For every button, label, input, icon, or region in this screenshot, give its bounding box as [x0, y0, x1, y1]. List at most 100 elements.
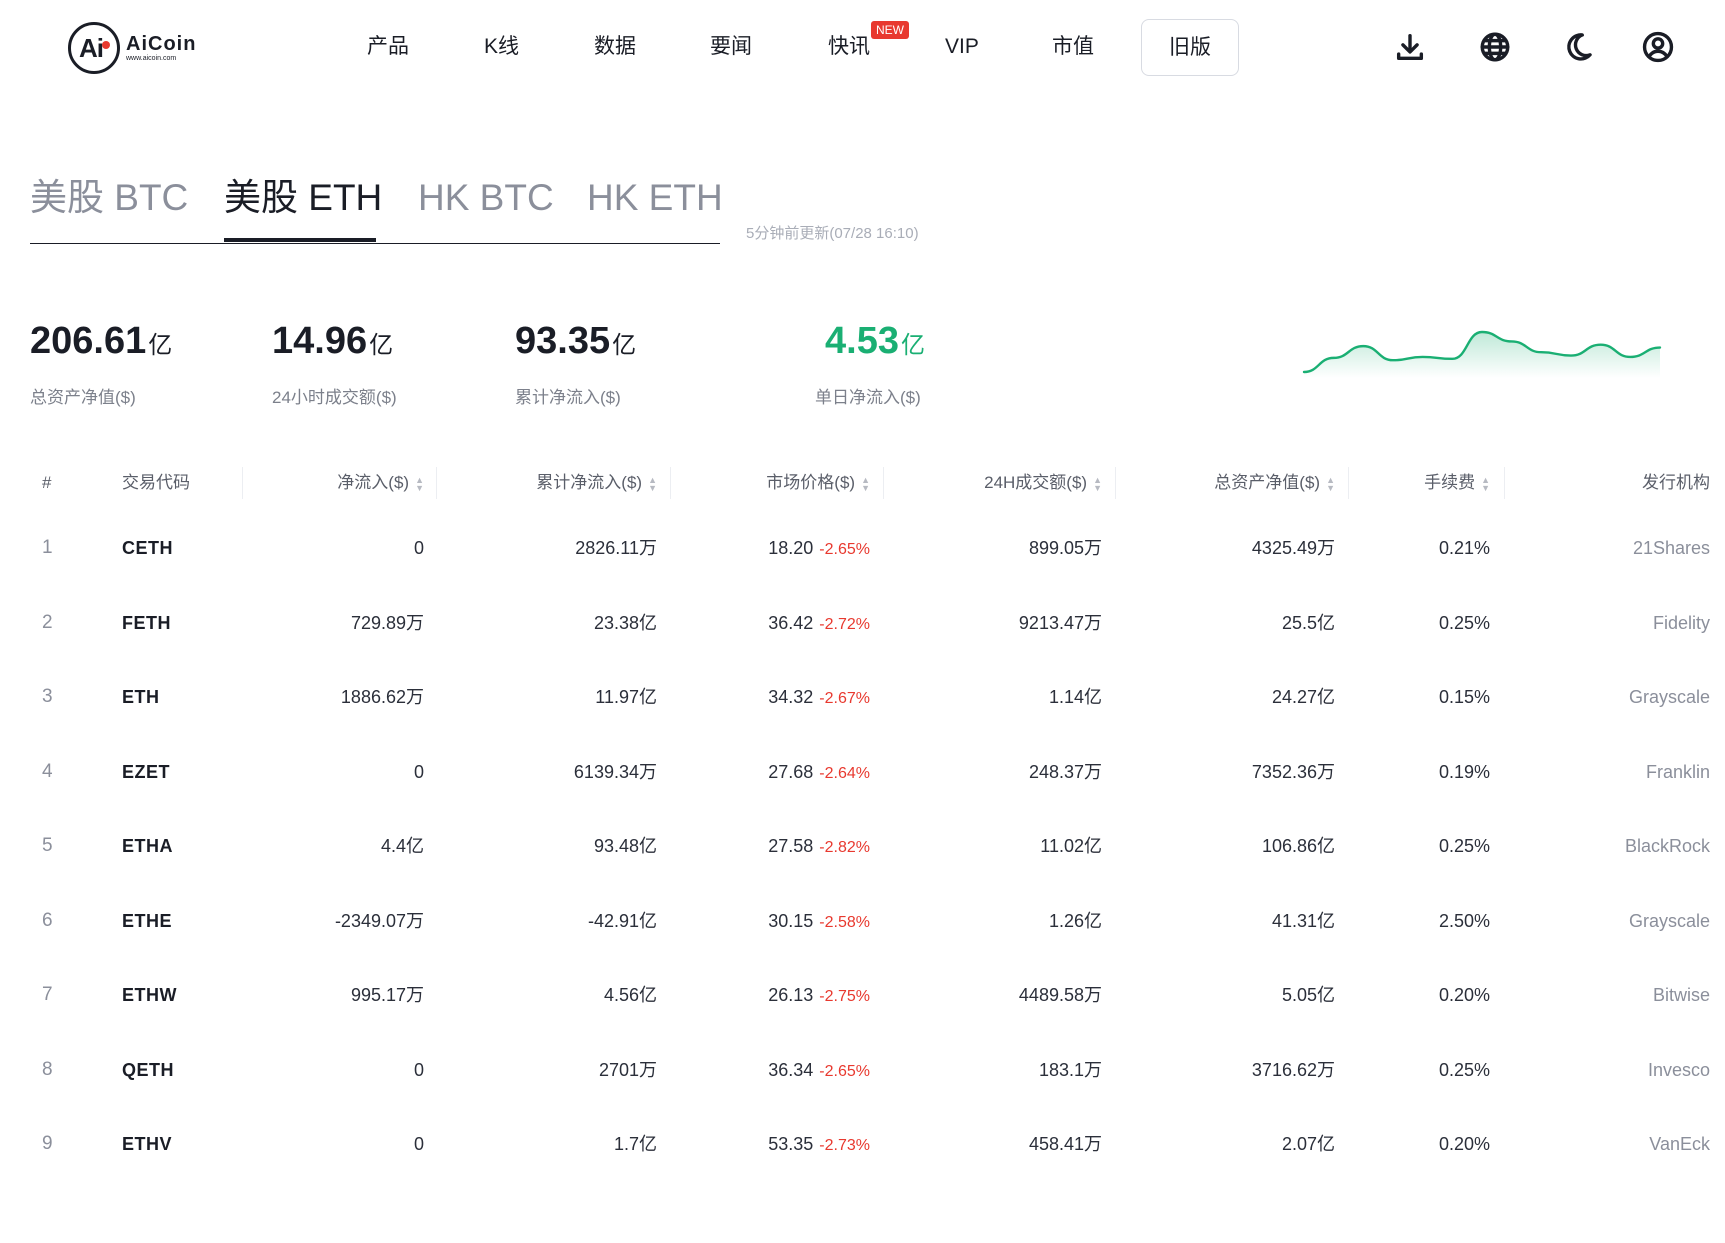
- stat-label: 单日净流入($): [815, 388, 921, 407]
- cell-index: 3: [42, 686, 53, 707]
- cell-issuer: Grayscale: [1628, 910, 1710, 931]
- globe-icon[interactable]: [1475, 27, 1515, 67]
- logo-text: AiCoin www.aicoin.com: [126, 33, 196, 63]
- market-tabs: 美股 BTC 美股 ETH HK BTC HK ETH: [30, 172, 723, 244]
- sort-icon[interactable]: ▲ ▼: [1093, 474, 1102, 493]
- stat-value: 14.96亿: [272, 320, 394, 362]
- download-icon[interactable]: [1390, 27, 1430, 67]
- table-row[interactable]: 8 QETH 0 2701万 36.34 -2.65% 183.1万 3716.6…: [30, 1033, 1710, 1108]
- price-change: -2.65%: [819, 541, 870, 558]
- cell-market-price: 27.68 -2.64%: [768, 735, 870, 810]
- table-row[interactable]: 9 ETHV 0 1.7亿 53.35 -2.73% 458.41万 2.07亿 …: [30, 1107, 1710, 1182]
- sort-icon[interactable]: ▲ ▼: [648, 474, 657, 493]
- price-value: 36.34: [768, 1059, 814, 1080]
- price-value: 26.13: [768, 985, 814, 1005]
- cell-code[interactable]: ETH: [122, 687, 160, 707]
- cell-code[interactable]: FETH: [122, 612, 171, 633]
- cell-net-inflow: 4.4亿: [380, 836, 424, 856]
- price-value: 30.15: [768, 910, 814, 931]
- col-header-market-price[interactable]: 市场价格($) ▲ ▼: [766, 473, 870, 493]
- tab-hk-btc[interactable]: HK BTC: [418, 177, 554, 218]
- cell-index: 4: [42, 760, 53, 782]
- cell-issuer: Bitwise: [1652, 985, 1710, 1005]
- price-value: 18.20: [768, 538, 814, 558]
- tab-us-btc[interactable]: 美股 BTC: [30, 177, 189, 218]
- cell-net-inflow: -2349.07万: [334, 910, 424, 931]
- column-divider: [1115, 467, 1116, 499]
- cell-index: 2: [42, 611, 53, 633]
- cell-issuer: 21Shares: [1632, 538, 1710, 558]
- col-header-24h-volume[interactable]: 24H成交额($) ▲ ▼: [984, 473, 1102, 493]
- cell-index: 6: [42, 909, 53, 931]
- table-row[interactable]: 5 ETHA 4.4亿 93.48亿 27.58 -2.82% 11.02亿 10…: [30, 809, 1710, 884]
- logo-mark-text: Ai: [79, 33, 104, 63]
- col-header-code: 交易代码: [122, 473, 190, 492]
- nav-item-kline[interactable]: K线: [484, 35, 520, 58]
- cell-cumulative-inflow: 23.38亿: [593, 612, 657, 633]
- cell-code[interactable]: QETH: [122, 1059, 175, 1080]
- table-header: # 交易代码 净流入($) ▲ ▼ 累计净流入($) ▲ ▼ 市场价格($) ▲ ▼ 24H…: [30, 455, 1710, 511]
- sort-icon[interactable]: ▲ ▼: [1481, 474, 1490, 493]
- cell-market-price: 26.13 -2.75%: [768, 958, 870, 1033]
- cell-issuer: Fidelity: [1652, 612, 1710, 633]
- column-divider: [1348, 467, 1349, 499]
- col-header-issuer: 发行机构: [1642, 473, 1710, 492]
- cell-fee: 0.19%: [1438, 761, 1490, 782]
- user-icon[interactable]: [1638, 27, 1678, 67]
- aicoin-logo[interactable]: Ai AiCoin www.aicoin.com: [68, 22, 196, 74]
- update-timestamp: 5分钟前更新(07/28 16:10): [746, 225, 919, 242]
- cell-24h-volume: 248.37万: [1028, 761, 1102, 782]
- nav-item-market-cap[interactable]: 市值: [1052, 35, 1094, 58]
- nav-item-data[interactable]: 数据: [594, 35, 636, 58]
- cell-index: 8: [42, 1058, 53, 1080]
- col-header-cumulative-inflow[interactable]: 累计净流入($) ▲ ▼: [536, 473, 657, 493]
- sort-icon[interactable]: ▲ ▼: [861, 474, 870, 493]
- cell-market-price: 27.58 -2.82%: [768, 809, 870, 884]
- cell-code[interactable]: ETHW: [122, 985, 177, 1005]
- sort-icon[interactable]: ▲ ▼: [1326, 474, 1335, 493]
- old-version-button[interactable]: 旧版: [1141, 19, 1239, 76]
- nav-item-flash[interactable]: 快讯: [828, 35, 870, 58]
- nav-item-news[interactable]: 要闻: [710, 35, 752, 58]
- cell-code[interactable]: ETHA: [122, 836, 173, 856]
- col-header-total-nav[interactable]: 总资产净值($) ▲ ▼: [1214, 473, 1335, 493]
- table-row[interactable]: 3 ETH 1886.62万 11.97亿 34.32 -2.67% 1.14亿 …: [30, 660, 1710, 735]
- moon-icon[interactable]: [1558, 27, 1598, 67]
- table-row[interactable]: 7 ETHW 995.17万 4.56亿 26.13 -2.75% 4489.58…: [30, 958, 1710, 1033]
- logo-name: AiCoin: [126, 33, 197, 55]
- price-value: 36.42: [768, 612, 814, 633]
- cell-code[interactable]: ETHV: [122, 1134, 173, 1154]
- cell-total-nav: 2.07亿: [1281, 1134, 1335, 1154]
- cell-fee: 0.20%: [1438, 985, 1490, 1005]
- cell-code[interactable]: EZET: [122, 761, 171, 782]
- cell-fee: 2.50%: [1438, 910, 1490, 931]
- cell-code[interactable]: CETH: [122, 538, 173, 558]
- table-row[interactable]: 2 FETH 729.89万 23.38亿 36.42 -2.72% 9213.4…: [30, 586, 1710, 661]
- stat-cumulative-inflow: 93.35亿 累计净流入($): [515, 318, 636, 408]
- table-row[interactable]: 6 ETHE -2349.07万 -42.91亿 30.15 -2.58% 1.2…: [30, 884, 1710, 959]
- sort-icon[interactable]: ▲ ▼: [415, 474, 424, 493]
- col-header-net-inflow[interactable]: 净流入($) ▲ ▼: [337, 473, 424, 493]
- col-header-fee[interactable]: 手续费 ▲ ▼: [1424, 473, 1490, 493]
- cell-fee: 0.15%: [1438, 687, 1490, 707]
- cell-total-nav: 25.5亿: [1281, 612, 1335, 633]
- cell-market-price: 53.35 -2.73%: [768, 1107, 870, 1182]
- cell-cumulative-inflow: 6139.34万: [573, 761, 657, 782]
- daily-inflow-sparkline: [1302, 330, 1662, 378]
- logo-mark: Ai: [68, 22, 120, 74]
- nav-item-vip[interactable]: VIP: [945, 35, 979, 58]
- nav-item-products[interactable]: 产品: [367, 35, 409, 58]
- cell-issuer: Franklin: [1645, 761, 1710, 782]
- cell-code[interactable]: ETHE: [122, 910, 173, 931]
- active-tab-indicator: [224, 238, 376, 242]
- cell-24h-volume: 1.26亿: [1048, 910, 1102, 931]
- table-row[interactable]: 1 CETH 0 2826.11万 18.20 -2.65% 899.05万 43…: [30, 511, 1710, 586]
- tab-us-eth[interactable]: 美股 ETH: [224, 177, 383, 218]
- tab-hk-eth[interactable]: HK ETH: [587, 177, 723, 218]
- cell-net-inflow: 0: [413, 538, 424, 558]
- cell-index: 5: [42, 835, 53, 856]
- cell-cumulative-inflow: 2701万: [598, 1059, 657, 1080]
- cell-24h-volume: 11.02亿: [1040, 836, 1102, 856]
- table-row[interactable]: 4 EZET 0 6139.34万 27.68 -2.64% 248.37万 73…: [30, 735, 1710, 810]
- price-value: 34.32: [768, 687, 814, 707]
